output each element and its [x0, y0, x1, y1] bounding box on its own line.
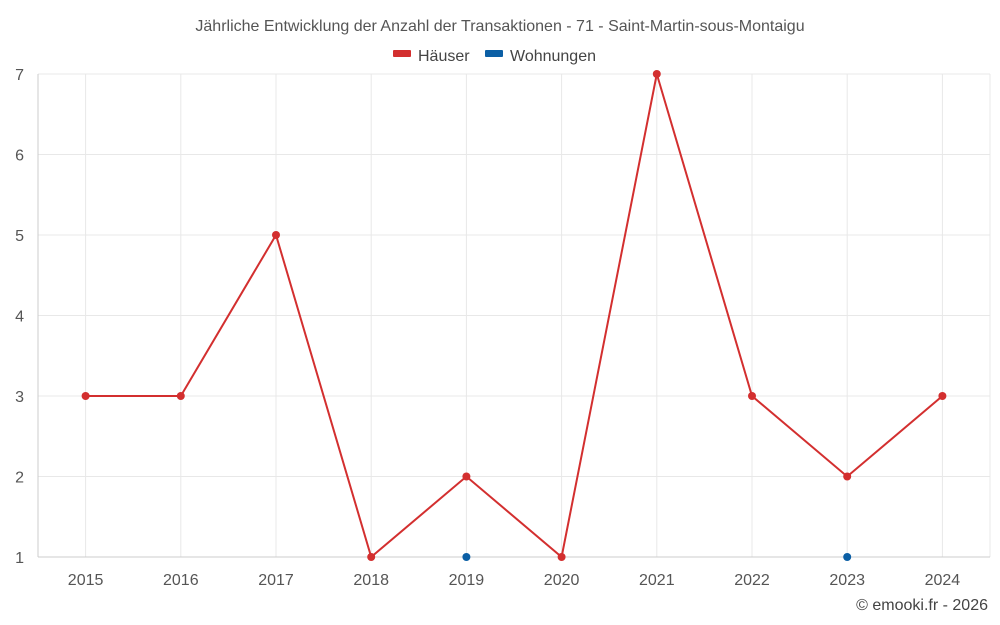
x-tick-label-2021: 2021: [639, 572, 675, 589]
legend-label-wohnungen[interactable]: Wohnungen: [510, 48, 596, 65]
y-tick-label-4: 4: [15, 309, 24, 326]
data-point-haeuser-2017[interactable]: [272, 231, 280, 239]
data-point-haeuser-2019[interactable]: [462, 472, 471, 481]
data-point-wohnungen-2023[interactable]: [843, 553, 852, 561]
x-tick-label-2016: 2016: [163, 572, 199, 589]
data-point-haeuser-2022[interactable]: [748, 392, 756, 400]
horizontal-gridlines: [38, 73, 990, 477]
x-tick-label-2024: 2024: [925, 572, 961, 589]
y-tick-label-3: 3: [15, 389, 24, 406]
x-tick-label-2019: 2019: [449, 572, 485, 589]
credit-text: © emooki.fr - 2026: [856, 597, 988, 614]
y-tick-label-5: 5: [15, 228, 24, 245]
data-point-haeuser-2018[interactable]: [367, 553, 376, 561]
x-tick-label-2017: 2017: [258, 572, 294, 589]
legend-swatch-wohnungen: [485, 50, 503, 57]
data-point-haeuser-2015[interactable]: [81, 392, 90, 400]
series-line-haeuser: [85, 73, 944, 559]
data-point-haeuser-2023[interactable]: [843, 472, 852, 481]
y-tick-label-6: 6: [15, 148, 24, 165]
y-axis-ticks: 1 2 3 4 5 6 7: [15, 67, 24, 567]
series-layer: [81, 70, 947, 561]
y-tick-label-2: 2: [15, 470, 24, 487]
y-tick-label-1: 1: [15, 550, 24, 567]
x-axis-ticks: 2015 2016 2017 2018 2019 2020 2021 2022 2023 2024: [68, 572, 960, 589]
legend-label-haeuser[interactable]: Häuser: [418, 48, 470, 65]
data-point-haeuser-2021[interactable]: [652, 70, 661, 78]
chart-title: Jährliche Entwicklung der Anzahl der Tra…: [195, 18, 804, 35]
data-point-haeuser-2020[interactable]: [557, 553, 566, 561]
x-tick-label-2020: 2020: [544, 572, 580, 589]
x-tick-label-2018: 2018: [353, 572, 389, 589]
x-tick-label-2015: 2015: [68, 572, 104, 589]
chart-legend[interactable]: Häuser Wohnungen: [393, 48, 596, 65]
data-point-haeuser-2016[interactable]: [176, 392, 185, 400]
x-tick-label-2022: 2022: [734, 572, 770, 589]
data-point-wohnungen-2019[interactable]: [462, 553, 471, 561]
x-tick-label-2023: 2023: [829, 572, 865, 589]
y-tick-label-7: 7: [15, 67, 24, 84]
legend-swatch-haeuser: [393, 50, 411, 57]
data-point-haeuser-2024[interactable]: [938, 392, 947, 400]
